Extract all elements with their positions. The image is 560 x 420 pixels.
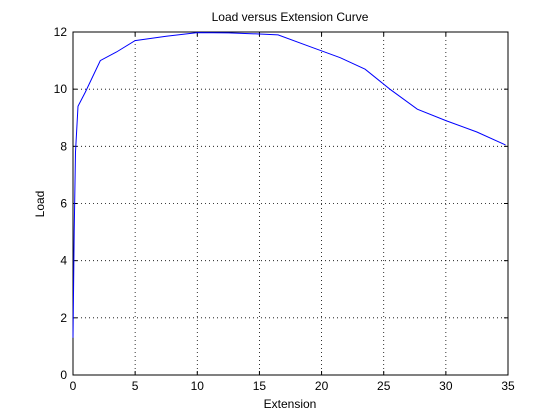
y-tick-label: 2 [60, 311, 67, 325]
y-tick-label: 0 [60, 368, 67, 382]
x-tick-label: 10 [191, 379, 205, 393]
grid [73, 32, 508, 375]
series-layer [72, 32, 506, 338]
axis-ticks: 0 5 10 15 20 25 30 35 0 2 4 6 8 10 12 [54, 25, 515, 393]
x-tick-label: 30 [439, 379, 453, 393]
y-axis-label: Load [33, 191, 47, 218]
x-tick-label: 25 [377, 379, 391, 393]
y-tick-label: 4 [60, 254, 67, 268]
y-tick-label: 12 [54, 25, 68, 39]
x-tick-label: 35 [501, 379, 515, 393]
y-tick-label: 8 [60, 139, 67, 153]
series-line [72, 32, 506, 338]
y-tick-label: 6 [60, 197, 67, 211]
x-tick-label: 5 [132, 379, 139, 393]
x-tick-label: 20 [315, 379, 329, 393]
plot-frame [72, 31, 509, 376]
x-tick-label: 0 [70, 379, 77, 393]
x-tick-label: 15 [253, 379, 267, 393]
x-axis-label: Extension [264, 397, 317, 411]
chart-title: Load versus Extension Curve [212, 10, 369, 24]
y-tick-label: 10 [54, 82, 68, 96]
